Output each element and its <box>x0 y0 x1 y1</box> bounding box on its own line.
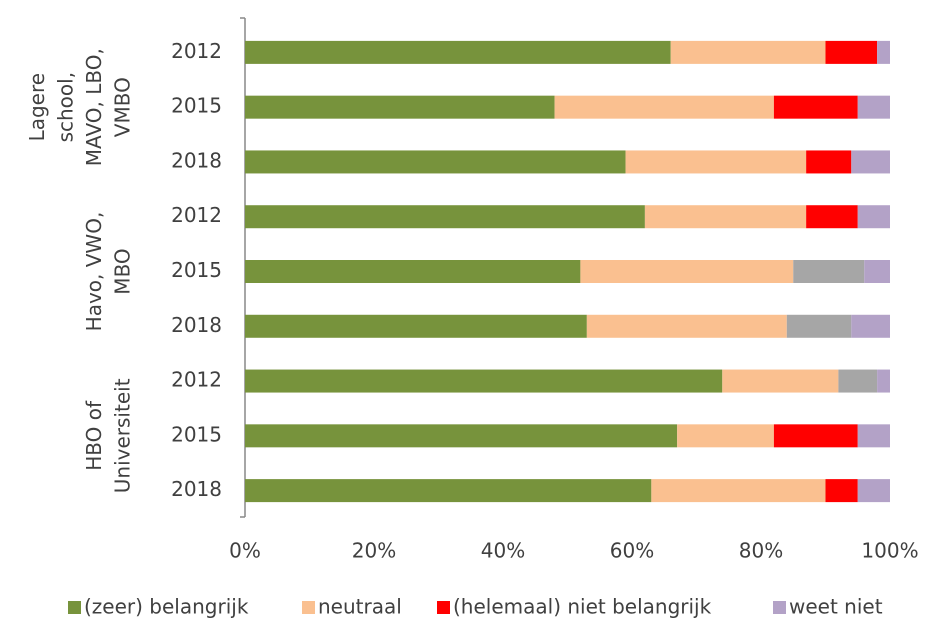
group-label: Universiteit <box>111 378 135 493</box>
bar-segment <box>806 150 852 174</box>
bar-segment <box>651 479 826 503</box>
bar-segment <box>851 150 890 174</box>
x-tick-label: 0% <box>229 539 261 563</box>
x-tick-label: 20% <box>352 539 396 563</box>
bar-segment <box>877 369 890 393</box>
legend-label: (helemaal) niet belangrijk <box>453 595 712 619</box>
bar-segment <box>857 479 890 503</box>
group-label: VMBO <box>111 77 135 137</box>
bar-segment <box>554 95 774 119</box>
legend-swatch <box>437 601 450 614</box>
bar-segment <box>722 369 839 393</box>
bar-segment <box>857 205 890 229</box>
group-label: HBO of <box>82 400 106 471</box>
bar-segment <box>773 424 858 448</box>
bar-segment <box>864 260 890 283</box>
bar-segment <box>670 40 826 64</box>
bar-segment <box>245 314 587 338</box>
x-tick-label: 80% <box>739 539 783 563</box>
y-tick-label: 2015 <box>171 258 222 282</box>
bar-segment <box>245 369 723 393</box>
legend-label: (zeer) belangrijk <box>84 595 249 619</box>
bar-segment <box>838 369 878 393</box>
bar-segment <box>245 479 652 503</box>
group-label: MBO <box>111 248 135 294</box>
bar-segment <box>586 314 787 338</box>
bar-segment <box>677 424 774 448</box>
legend-label: weet niet <box>789 595 883 619</box>
legend-swatch <box>68 601 81 614</box>
bar-segment <box>857 424 890 448</box>
y-tick-label: 2012 <box>171 203 222 227</box>
legend-swatch <box>773 601 786 614</box>
bar-segment <box>857 95 890 119</box>
y-tick-label: 2018 <box>171 148 222 172</box>
x-tick-label: 100% <box>861 539 918 563</box>
y-tick-label: 2012 <box>171 368 222 392</box>
legend-swatch <box>302 601 315 614</box>
group-label: MAVO, LBO, <box>82 48 106 166</box>
bar-segment <box>644 205 807 229</box>
bar-segment <box>625 150 807 174</box>
group-label: school, <box>54 72 78 142</box>
bar-segment <box>877 40 890 64</box>
group-label: Lagere <box>25 73 49 141</box>
y-tick-label: 2012 <box>171 39 222 63</box>
legend-label: neutraal <box>318 595 402 619</box>
y-tick-label: 2018 <box>171 477 222 501</box>
bar-segment <box>806 205 858 229</box>
bar-segment <box>825 40 878 64</box>
bar-segment <box>793 260 865 283</box>
bar-segment <box>245 205 645 229</box>
x-tick-label: 40% <box>481 539 525 563</box>
y-tick-label: 2018 <box>171 313 222 337</box>
y-tick-label: 2015 <box>171 94 222 118</box>
bar-segment <box>786 314 852 338</box>
bar-segment <box>851 314 890 338</box>
bar-segment <box>580 260 794 283</box>
bar-segment <box>245 424 678 448</box>
bar-segment <box>773 95 858 119</box>
bar-segment <box>245 40 671 64</box>
group-label: Havo, VWO, <box>82 212 106 332</box>
bar-segment <box>245 150 626 174</box>
bar-segment <box>245 260 581 283</box>
bar-segment <box>245 95 555 119</box>
y-tick-label: 2015 <box>171 422 222 446</box>
bar-segment <box>825 479 858 503</box>
x-tick-label: 60% <box>610 539 654 563</box>
